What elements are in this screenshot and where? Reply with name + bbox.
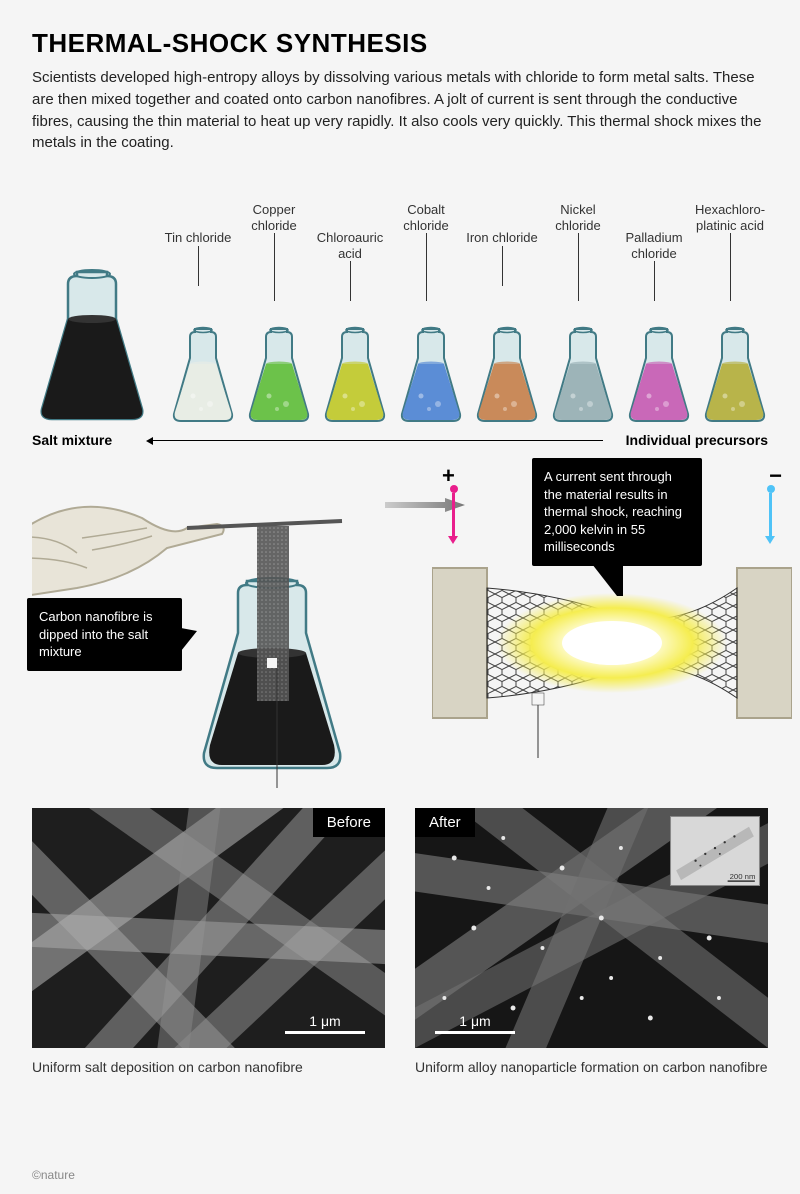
arrow-line [152,440,603,441]
scale-bar-before: 1 μm [285,1013,365,1034]
precursor-flask [472,324,542,424]
precursor-flask [700,324,770,424]
scale-text: 1 μm [309,1013,340,1029]
after-caption: Uniform alloy nanoparticle formation on … [415,1058,768,1077]
before-caption: Uniform salt deposition on carbon nanofi… [32,1058,385,1077]
mixture-flask [32,264,152,424]
precursor-flask [320,324,390,424]
mixture-label: Salt mixture [32,432,112,448]
before-image: Before 1 μm [32,808,385,1048]
before-cell: Before 1 μm Uniform salt deposition on c… [32,808,385,1077]
scale-bar-after: 1 μm [435,1013,515,1034]
callout-shock-text: A current sent through the material resu… [544,469,682,554]
precursor-flask [624,324,694,424]
main-title: THERMAL-SHOCK SYNTHESIS [32,28,768,59]
microscopy-row: Before 1 μm Uniform salt deposition on c… [32,808,768,1077]
precursor-label: Cobalt chloride [388,202,464,233]
callout-shock: A current sent through the material resu… [532,458,702,566]
precursor-label: Iron chloride [464,230,540,246]
callout-dip: Carbon nanofibre is dipped into the salt… [27,598,182,671]
current-in-arrow [452,493,455,538]
after-tag: After [415,808,475,837]
process-row: Carbon nanofibre is dipped into the salt… [32,498,768,788]
shock-diagram: A current sent through the material resu… [432,498,792,788]
precursor-label: Chloroauric acid [312,230,388,261]
svg-text:200 nm: 200 nm [730,872,756,881]
current-out-arrow [769,493,772,538]
precursors-label: Individual precursors [626,432,768,448]
after-image: After 200 nm 1 μm [415,808,768,1048]
precursor-label: Palladium chloride [616,230,692,261]
precursor-label: Hexachloro-platinic acid [692,202,768,233]
credit-text: ©nature [32,1168,75,1182]
precursor-label: Tin chloride [160,230,236,246]
precursor-label: Copper chloride [236,202,312,233]
after-cell: After 200 nm 1 μm Uniform alloy nanopart… [415,808,768,1077]
intro-text: Scientists developed high-entropy alloys… [32,67,768,154]
inset-image: 200 nm [670,816,760,886]
before-tag: Before [313,808,385,837]
precursor-flask [396,324,466,424]
scale-text: 1 μm [459,1013,490,1029]
precursor-label: Nickel chloride [540,202,616,233]
precursor-flask [244,324,314,424]
dipping-diagram: Carbon nanofibre is dipped into the salt… [32,498,402,788]
flask-row: Tin chlorideCopper chlorideChloroauric a… [32,194,768,424]
precursor-flask [548,324,618,424]
callout-dip-text: Carbon nanofibre is dipped into the salt… [39,609,152,659]
precursor-flask [168,324,238,424]
